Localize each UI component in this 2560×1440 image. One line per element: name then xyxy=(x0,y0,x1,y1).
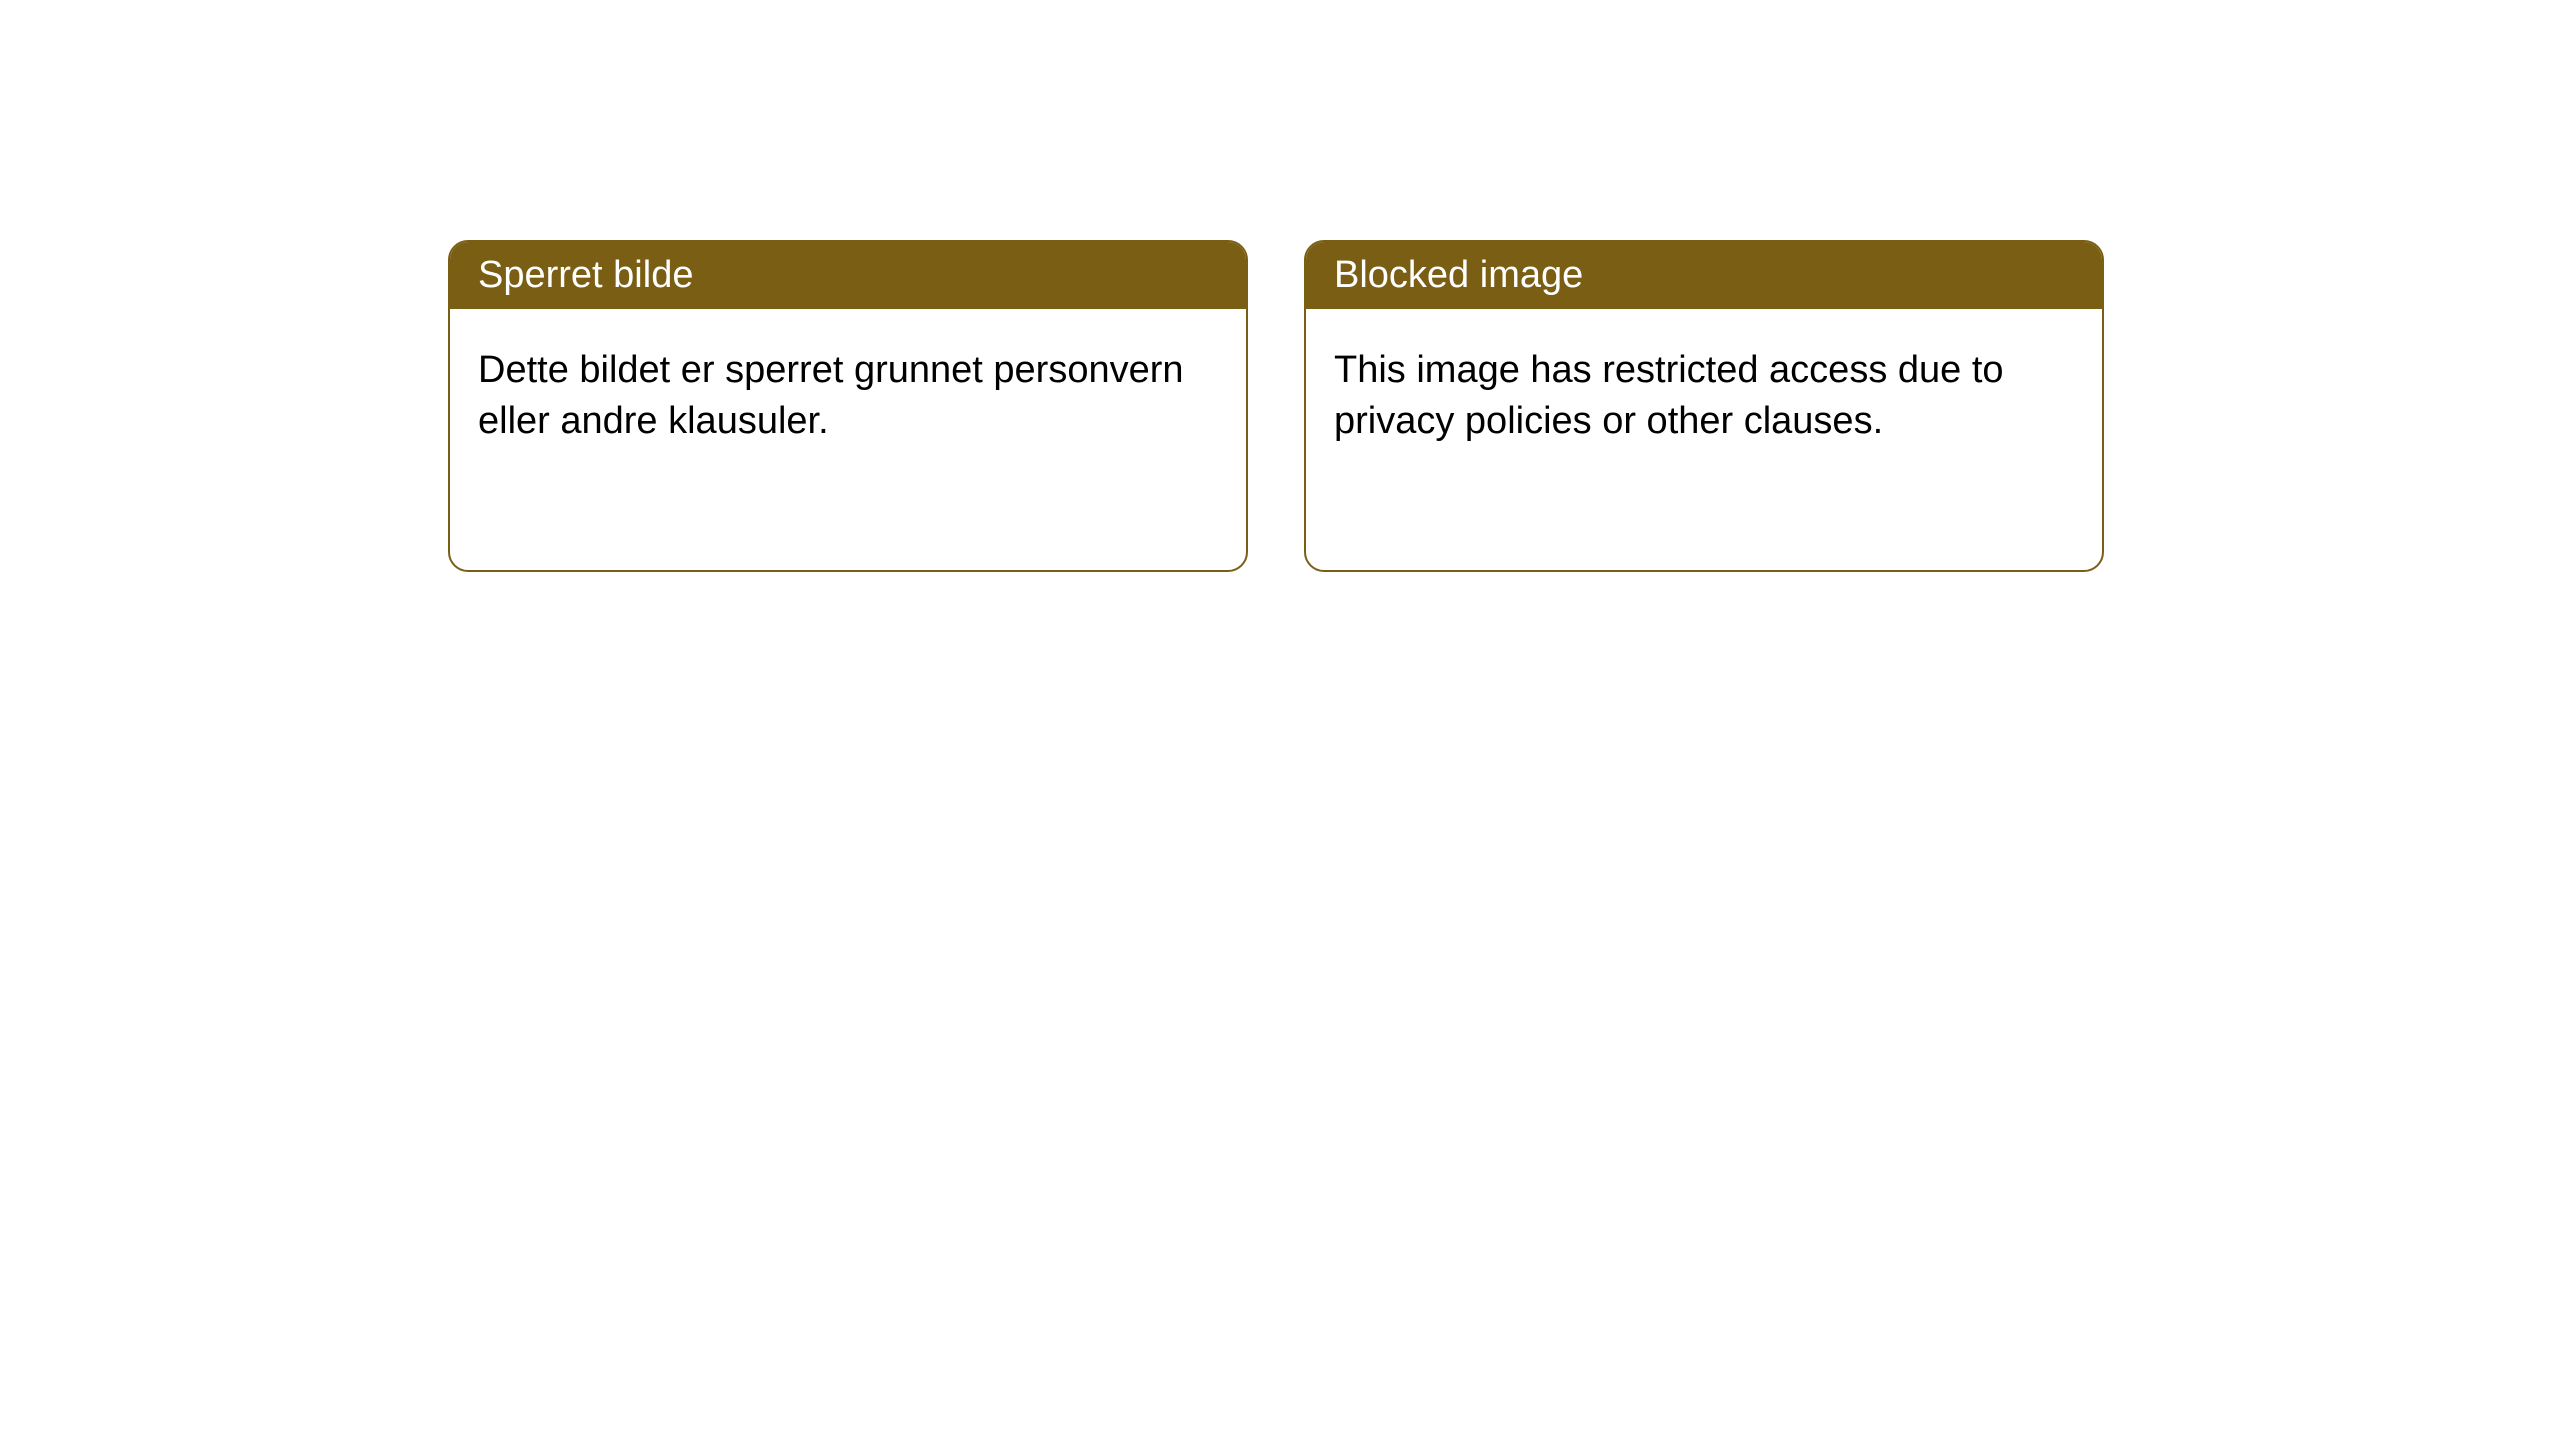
card-header-en: Blocked image xyxy=(1306,242,2102,309)
card-title-no: Sperret bilde xyxy=(478,254,693,296)
blocked-image-card-en: Blocked image This image has restricted … xyxy=(1304,240,2104,572)
card-text-no: Dette bildet er sperret grunnet personve… xyxy=(478,349,1184,442)
card-header-no: Sperret bilde xyxy=(450,242,1246,309)
cards-container: Sperret bilde Dette bildet er sperret gr… xyxy=(0,0,2560,572)
card-text-en: This image has restricted access due to … xyxy=(1334,349,2004,442)
card-title-en: Blocked image xyxy=(1334,254,1583,296)
blocked-image-card-no: Sperret bilde Dette bildet er sperret gr… xyxy=(448,240,1248,572)
card-body-no: Dette bildet er sperret grunnet personve… xyxy=(450,309,1246,484)
card-body-en: This image has restricted access due to … xyxy=(1306,309,2102,484)
